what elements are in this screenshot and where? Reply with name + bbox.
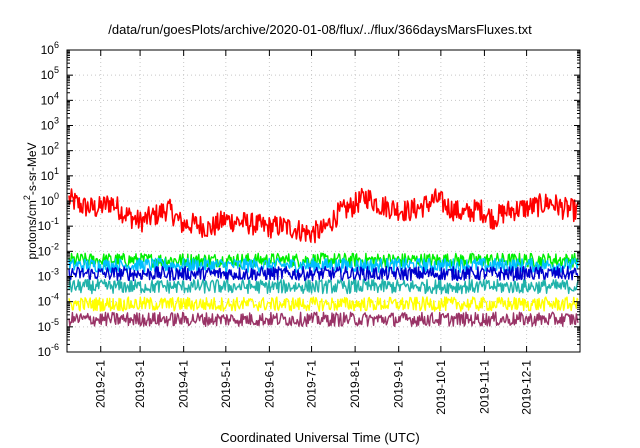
x-tick-label: 2019-5-1 (219, 360, 233, 408)
x-axis-label: Coordinated Universal Time (UTC) (220, 430, 420, 445)
y-tick-label: 106 (41, 40, 59, 57)
x-tick-label: 2019-6-1 (262, 360, 276, 408)
y-tick-label: 102 (41, 141, 59, 158)
y-tick-label: 10-3 (38, 267, 59, 284)
tick-marks (67, 49, 580, 353)
y-tick-label: 10-5 (38, 317, 59, 334)
series-layer (68, 187, 579, 327)
y-tick-label: 105 (41, 65, 59, 82)
series-line-3 (68, 257, 579, 273)
y-axis-label: protons/cm2-s-sr-MeV (22, 142, 39, 259)
x-tick-label: 2019-2-1 (94, 360, 108, 408)
y-tick-label: 103 (41, 116, 59, 133)
x-tick-label: 2019-11-1 (477, 360, 491, 414)
x-tick-label: 2019-7-1 (305, 360, 319, 408)
y-tick-label: 104 (41, 90, 59, 107)
y-tick-label: 10-2 (38, 241, 59, 258)
x-tick-labels: 2019-2-1 2019-3-1 2019-4-1 2019-5-1 2019-6-1… (94, 360, 534, 415)
series-line-4 (68, 265, 579, 282)
x-tick-label: 2019-12-1 (520, 360, 534, 415)
y-tick-label: 101 (41, 166, 59, 183)
x-tick-label: 2019-9-1 (392, 360, 406, 408)
series-line-1 (68, 187, 579, 244)
y-tick-label: 10-6 (38, 342, 59, 359)
x-tick-label: 2019-3-1 (133, 360, 147, 408)
y-tick-label: 100 (41, 191, 59, 208)
x-tick-label: 2019-4-1 (177, 360, 191, 408)
chart-title: /data/run/goesPlots/archive/2020-01-08/f… (108, 22, 532, 37)
series-line-6 (68, 296, 579, 312)
series-line-7 (68, 311, 579, 327)
y-tick-label: 10-4 (38, 292, 59, 309)
y-tick-labels: 10-6 10-5 10-4 10-3 10-2 10-1 100 101 102 103 104 1… (38, 40, 59, 359)
series-line-5 (68, 278, 579, 295)
x-tick-label: 2019-8-1 (348, 360, 362, 408)
x-tick-label: 2019-10-1 (434, 360, 448, 415)
y-tick-label: 10-1 (38, 216, 59, 233)
